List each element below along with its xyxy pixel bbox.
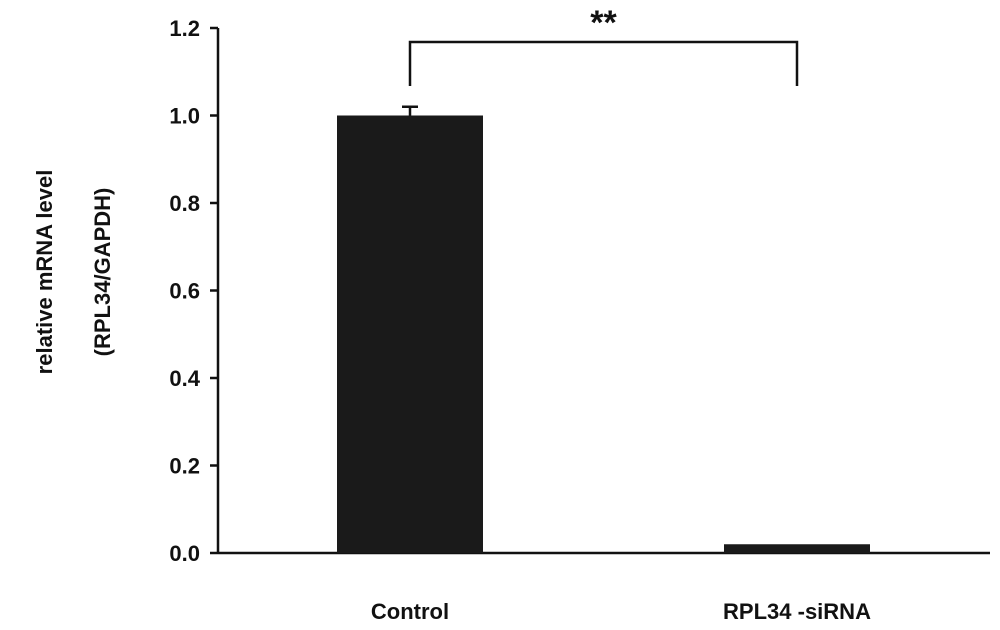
x-category-label: Control bbox=[371, 599, 449, 624]
significance-bracket bbox=[408, 40, 799, 86]
y-tick-label: 1.0 bbox=[169, 104, 200, 129]
y-tick-label: 0.0 bbox=[169, 541, 200, 566]
bar bbox=[337, 115, 483, 553]
significance-label: ** bbox=[590, 4, 617, 42]
bars: Control RPL34 -siRNA bbox=[337, 105, 871, 624]
annotations: ** bbox=[408, 4, 799, 86]
y-tick-label: 1.2 bbox=[169, 16, 200, 41]
y-tick-label: 0.2 bbox=[169, 454, 200, 479]
y-axis-label-line-2: (RPL34/GAPDH) bbox=[90, 188, 115, 357]
y-tick-label: 0.4 bbox=[169, 366, 200, 391]
y-tick-label: 0.8 bbox=[169, 191, 200, 216]
y-tick-label: 0.6 bbox=[169, 279, 200, 304]
bar bbox=[724, 544, 870, 553]
x-category-label: RPL34 -siRNA bbox=[723, 599, 871, 624]
y-axis-label-line-1: relative mRNA level bbox=[32, 170, 57, 375]
y-axis-title: relative mRNA level (RPL34/GAPDH) bbox=[32, 170, 115, 375]
axes: 0.0 0.2 0.4 0.6 0.8 1.0 1.2 bbox=[169, 16, 990, 566]
